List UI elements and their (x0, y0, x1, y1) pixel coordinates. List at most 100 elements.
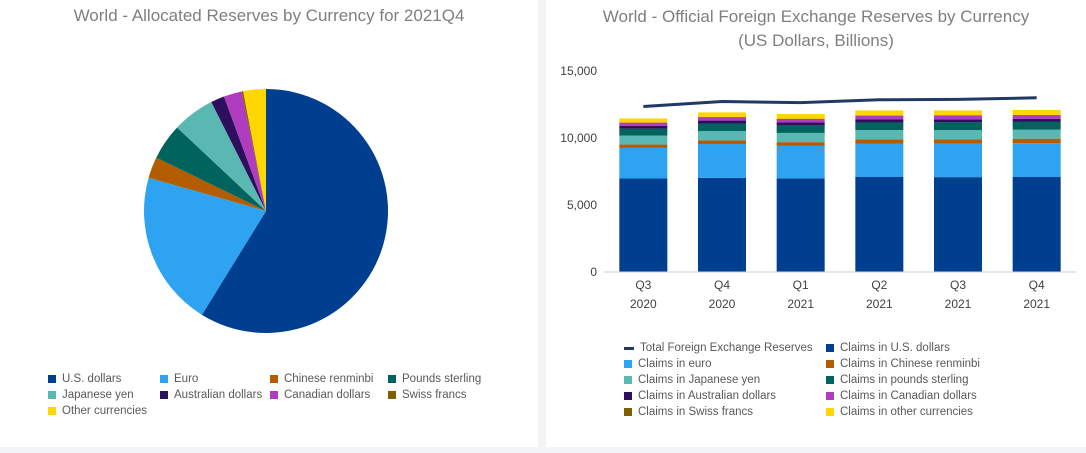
legend-label: Claims in Swiss francs (638, 406, 754, 418)
bar-segment-cny-1 (619, 144, 668, 148)
bar-segment-other-6 (1012, 109, 1061, 115)
legend-swatch (826, 392, 834, 400)
bar-segment-cad-3 (776, 118, 825, 123)
pie-slice-u-s-dollars (201, 89, 389, 333)
bar-segment-eur-5 (934, 143, 982, 178)
bar-segment-jpy-1 (619, 135, 668, 145)
legend-swatch (388, 375, 396, 383)
bar-segment-gbp-2 (698, 123, 746, 132)
pie-slice-pounds-sterling (156, 127, 266, 211)
bar-segment-cad-6 (1012, 115, 1061, 119)
y-tick-label: 5,000 (567, 198, 597, 212)
bar-chart-subtitle: (US Dollars, Billions) (738, 31, 894, 50)
bar-legend-item-claims-in-euro: Claims in euro (624, 358, 712, 370)
x-tick-label-year: 2021 (945, 297, 972, 311)
bar-legend-item-claims-in-canadian-dollars: Claims in Canadian dollars (826, 390, 977, 402)
bar-segment-gbp-5 (934, 122, 982, 131)
legend-swatch (624, 408, 632, 416)
legend-swatch (826, 360, 834, 368)
pie-slice-euro (144, 177, 266, 315)
bar-legend-item-claims-in-japanese-yen: Claims in Japanese yen (624, 374, 760, 386)
pie-slice-swiss-francs (241, 91, 266, 211)
legend-swatch (624, 346, 634, 350)
pie-slice-chinese-renminbi (148, 157, 266, 211)
bar-segment-eur-2 (698, 144, 746, 178)
legend-swatch (624, 376, 632, 384)
x-tick-label-year: 2020 (709, 297, 736, 311)
bar-segment-usd-5 (934, 177, 982, 272)
pie-legend-item-japanese-yen: Japanese yen (48, 389, 134, 401)
bar-legend-item-claims-in-other-currencies: Claims in other currencies (826, 406, 973, 418)
legend-label: Claims in euro (638, 358, 712, 370)
bar-segment-other-3 (776, 114, 825, 119)
legend-swatch (270, 375, 278, 383)
x-tick-label-quarter: Q2 (871, 278, 887, 292)
bar-segment-other-1 (619, 118, 668, 123)
bar-segment-other-2 (698, 112, 746, 117)
bar-segment-cny-3 (776, 142, 825, 146)
bar-segment-eur-6 (1012, 143, 1061, 177)
legend-swatch (624, 360, 632, 368)
x-tick-label-quarter: Q4 (714, 278, 730, 292)
bar-legend-item-claims-in-chinese-renminbi: Claims in Chinese renminbi (826, 358, 980, 370)
pie-legend-item-canadian-dollars: Canadian dollars (270, 389, 370, 401)
legend-label: Claims in U.S. dollars (840, 342, 950, 354)
x-tick-label-quarter: Q3 (635, 278, 651, 292)
pie-chart (144, 89, 389, 333)
x-tick-label-quarter: Q4 (1029, 278, 1045, 292)
legend-label: Claims in other currencies (840, 406, 973, 418)
legend-label: Canadian dollars (284, 389, 371, 401)
legend-swatch (826, 376, 834, 384)
bar-segment-gbp-3 (776, 125, 825, 133)
pie-legend-item-chinese-renminbi: Chinese renminbi (270, 373, 374, 385)
legend-swatch (388, 391, 396, 399)
bar-segment-usd-6 (1012, 176, 1061, 272)
bar-segment-gbp-6 (1012, 121, 1061, 130)
pie-legend-item-u-s-dollars: U.S. dollars (48, 373, 121, 385)
bar-segment-aud-4 (855, 119, 904, 123)
legend-swatch (624, 392, 632, 400)
bar-segment-jpy-4 (855, 130, 904, 140)
bar-segment-jpy-5 (934, 130, 982, 140)
bar-segment-usd-2 (698, 177, 746, 272)
x-tick-label-quarter: Q1 (793, 278, 809, 292)
legend-swatch (826, 344, 834, 352)
bar-chart-title: World - Official Foreign Exchange Reserv… (602, 7, 1030, 26)
pie-legend-item-pounds-sterling: Pounds sterling (388, 373, 481, 385)
bar-segment-cad-4 (855, 115, 904, 120)
pie-chart-panel: World - Allocated Reserves by Currency f… (0, 0, 538, 447)
x-tick-label-year: 2021 (787, 297, 814, 311)
pie-slice-japanese-yen (177, 101, 266, 211)
bar-legend-item-total-foreign-exchange-reserves: Total Foreign Exchange Reserves (624, 342, 813, 354)
legend-label: Swiss francs (402, 389, 467, 401)
bar-segment-cny-2 (698, 140, 746, 145)
legend-swatch (48, 375, 56, 383)
legend-swatch (160, 391, 168, 399)
legend-label: Pounds sterling (402, 373, 482, 385)
bar-segment-aud-5 (934, 119, 982, 123)
bar-segment-eur-3 (776, 145, 825, 179)
legend-label: Claims in Canadian dollars (840, 390, 977, 402)
bar-segment-other-5 (934, 110, 982, 116)
bar-segment-gbp-4 (855, 122, 904, 131)
bar-segment-eur-1 (619, 147, 668, 179)
bar-segment-usd-4 (855, 176, 904, 272)
x-tick-label-year: 2021 (1023, 297, 1050, 311)
pie-legend-item-australian-dollars: Australian dollars (160, 389, 262, 401)
bar-chart: 0 5,000 10,000 15,000 Q3 2020 Q4 2020 Q1 2021 Q2 20… (560, 64, 1076, 311)
bar-segment-gbp-1 (619, 128, 668, 136)
legend-swatch (826, 408, 834, 416)
bar-segment-aud-2 (698, 120, 746, 124)
pie-legend-item-other-currencies: Other currencies (48, 405, 147, 417)
legend-label: Claims in Japanese yen (638, 374, 761, 386)
legend-swatch (48, 391, 56, 399)
legend-label: Other currencies (62, 405, 148, 417)
bar-chart-panel: World - Official Foreign Exchange Reserv… (546, 0, 1086, 447)
bar-segment-jpy-3 (776, 132, 825, 143)
pie-legend: U.S. dollars Euro Chinese renminbi Pounds s… (48, 373, 528, 433)
legend-label: Euro (174, 373, 199, 385)
pie-chart-title: World - Allocated Reserves by Currency f… (73, 6, 465, 25)
pie-slice-canadian-dollars (223, 91, 266, 211)
legend-swatch (48, 407, 56, 415)
y-tick-label: 15,000 (560, 64, 597, 78)
